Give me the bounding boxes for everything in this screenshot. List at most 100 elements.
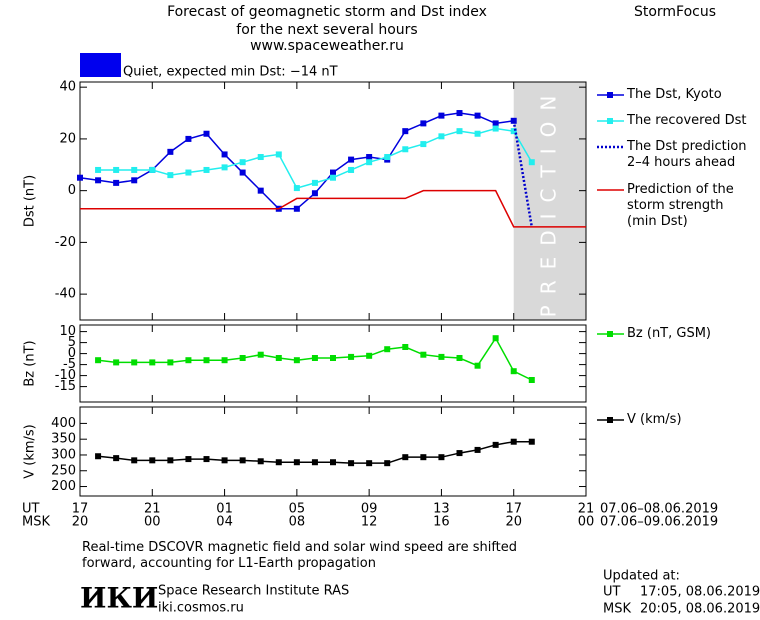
data-point	[167, 172, 174, 179]
data-point	[528, 377, 535, 383]
legend-marker	[607, 118, 613, 124]
data-point	[348, 156, 355, 163]
data-point	[456, 355, 463, 361]
series-line	[512, 120, 534, 228]
data-point	[131, 359, 138, 366]
data-point	[275, 459, 282, 466]
data-point	[311, 190, 318, 197]
data-point	[131, 177, 138, 184]
legend-label: Prediction of the storm strength (min Ds…	[627, 182, 734, 229]
data-point	[420, 351, 427, 358]
y-tick-label: -40	[55, 287, 76, 302]
updated-ut-label: UT	[603, 585, 621, 600]
data-point	[221, 164, 228, 171]
y-tick-label: 200	[51, 479, 76, 494]
y-tick-label: -20	[55, 235, 76, 250]
data-point	[474, 362, 481, 369]
institute: Space Research Institute RAS	[158, 584, 349, 599]
data-point	[456, 128, 463, 135]
y-tick-label: 0	[68, 346, 76, 361]
x2-tick-label: 16	[433, 515, 450, 530]
x2-tick-label: 20	[72, 515, 89, 530]
data-point	[149, 166, 156, 173]
y-tick-label: 40	[59, 80, 76, 95]
data-point	[203, 166, 210, 173]
legend-label: The Dst prediction 2–4 hours ahead	[627, 139, 747, 170]
data-point	[239, 457, 246, 464]
y-tick-label: 5	[68, 335, 76, 350]
data-point	[492, 335, 499, 342]
data-point	[203, 456, 210, 463]
x2-tick-label: 20	[505, 515, 522, 530]
data-point	[257, 351, 264, 358]
data-point	[293, 185, 300, 192]
legend-marker	[607, 331, 613, 337]
data-point	[113, 179, 120, 186]
source: www.spaceweather.ru	[250, 38, 404, 54]
data-point	[257, 154, 264, 161]
data-point	[95, 177, 102, 184]
x2-tick-label: 00	[144, 515, 161, 530]
data-point	[77, 174, 83, 181]
legend-label: V (km/s)	[627, 412, 682, 427]
data-point	[510, 368, 517, 375]
updated-msk-label: MSK	[603, 602, 631, 617]
data-point	[438, 133, 445, 140]
data-point	[293, 459, 300, 466]
data-point	[239, 159, 246, 166]
plot-frame	[79, 406, 587, 497]
data-point	[311, 179, 318, 186]
data-point	[492, 441, 499, 448]
y-axis-label: Dst (nT)	[23, 175, 38, 227]
data-point	[456, 110, 463, 117]
plot-frame	[79, 324, 587, 403]
x2-tick-label: 12	[361, 515, 378, 530]
x-range-label: 07.06–08.06.2019	[600, 502, 718, 517]
data-point	[239, 169, 246, 176]
data-point	[528, 438, 535, 445]
data-point	[149, 457, 156, 464]
brand: StormFocus	[634, 4, 716, 20]
data-point	[492, 125, 499, 132]
data-point	[275, 151, 282, 158]
data-point	[167, 359, 174, 366]
y-tick-label: 10	[59, 324, 76, 339]
data-point	[113, 359, 120, 366]
data-point	[239, 355, 246, 361]
x-tick-label: 17	[72, 502, 89, 517]
legend-label: The Dst, Kyoto	[627, 87, 722, 102]
data-point	[275, 355, 282, 361]
prediction-region	[513, 82, 586, 320]
x2-tick-label: 04	[216, 515, 233, 530]
x-tick-label: 05	[289, 502, 306, 517]
data-point	[330, 174, 336, 181]
data-point	[167, 457, 174, 464]
prediction-label: PREDICTION	[536, 85, 560, 318]
x-tick-label: 13	[433, 502, 450, 517]
status-label: Quiet, expected min Dst: −14 nT	[123, 65, 338, 80]
y-tick-label: 400	[51, 416, 76, 431]
data-point	[311, 355, 318, 361]
legend-label: Bz (nT, GSM)	[627, 326, 712, 341]
data-point	[456, 450, 463, 457]
data-point	[95, 453, 102, 460]
data-point	[167, 148, 174, 155]
updated-label: Updated at:	[603, 569, 680, 584]
data-point	[384, 154, 391, 161]
data-point	[420, 454, 427, 461]
plot-frame	[79, 81, 587, 321]
data-point	[149, 359, 156, 366]
x-tick-label: 21	[144, 502, 161, 517]
data-point	[95, 166, 102, 173]
x-axis-label: UT	[22, 502, 40, 517]
data-point	[474, 446, 481, 453]
data-point	[203, 357, 210, 364]
data-point	[311, 459, 318, 466]
data-point	[348, 460, 355, 467]
series-line	[79, 112, 514, 210]
data-point	[402, 146, 409, 153]
updated-msk: 20:05, 08.06.2019	[640, 602, 760, 617]
subtitle: for the next several hours	[236, 22, 417, 38]
